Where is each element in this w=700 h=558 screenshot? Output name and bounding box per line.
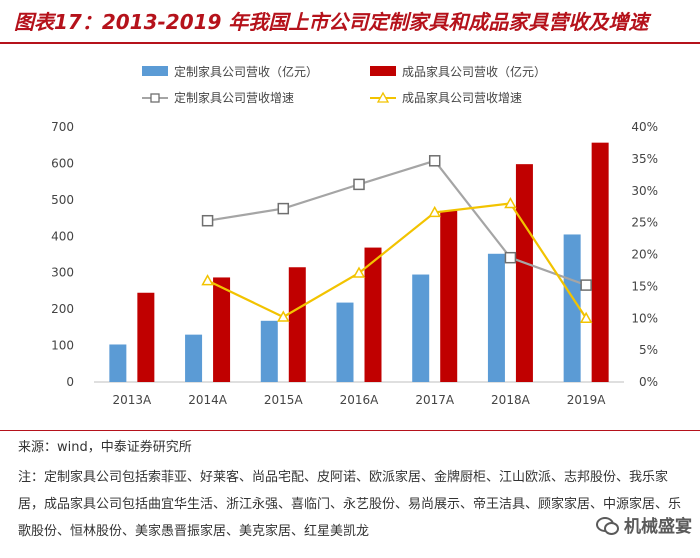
marker-finished-growth <box>352 266 366 278</box>
marker-finished-growth <box>277 310 290 322</box>
y-right-tick-label: 20% <box>631 248 658 262</box>
bar-custom-revenue <box>336 302 354 382</box>
bar-custom-revenue <box>487 253 505 382</box>
y-right-tick-label: 5% <box>639 343 658 357</box>
line-custom-growth <box>207 159 587 287</box>
title-divider <box>0 42 700 44</box>
note-text: 注：定制家具公司包括索菲亚、好莱客、尚品宅配、皮阿诺、欧派家居、金牌厨柜、江山欧… <box>18 470 682 539</box>
y-left-tick-label: 200 <box>51 302 74 316</box>
x-tick-label: 2013A <box>112 393 152 407</box>
watermark: 机械盛宴 <box>596 512 692 537</box>
bar-finished-revenue <box>288 267 306 382</box>
marker-custom-growth <box>201 214 214 227</box>
marker-custom-growth <box>580 279 592 291</box>
y-right-tick-label: 30% <box>631 184 658 198</box>
bar-custom-revenue <box>260 320 278 382</box>
marker-custom-growth <box>277 202 290 215</box>
line-finished-growth <box>207 202 588 319</box>
bar-finished-revenue <box>213 277 231 382</box>
bar-custom-revenue <box>412 274 430 382</box>
source-text: 来源：wind，中泰证券研究所 <box>18 440 192 455</box>
y-left-tick-label: 0 <box>66 375 74 389</box>
marker-finished-growth <box>428 205 441 218</box>
bar-finished-revenue <box>591 142 609 382</box>
legend-custom-revenue-label: 定制家具公司营收（亿元） <box>174 64 318 79</box>
bar-finished-revenue <box>440 210 458 382</box>
legend-custom-growth-marker <box>150 93 160 103</box>
legend-finished-revenue-label: 成品家具公司营收（亿元） <box>402 64 546 79</box>
y-right-tick-label: 10% <box>631 311 658 325</box>
y-left-tick-label: 300 <box>51 266 74 280</box>
y-right-tick-label: 15% <box>631 279 658 293</box>
marker-finished-growth <box>504 196 517 209</box>
x-tick-label: 2019A <box>567 393 607 407</box>
y-right-tick-label: 25% <box>631 216 658 230</box>
marker-custom-growth <box>353 178 365 191</box>
legend-custom-revenue-swatch <box>142 66 168 76</box>
bar-custom-revenue <box>563 234 581 382</box>
marker-custom-growth <box>504 251 517 264</box>
y-right-tick-label: 35% <box>631 152 658 166</box>
x-tick-label: 2016A <box>340 393 380 407</box>
marker-finished-growth <box>201 274 214 286</box>
y-left-tick-label: 400 <box>51 229 74 243</box>
y-right-tick-label: 40% <box>631 120 658 134</box>
legend-finished-revenue-swatch <box>370 66 396 76</box>
bars <box>109 142 609 382</box>
y-left-tick-label: 600 <box>51 156 74 170</box>
marker-custom-growth <box>428 155 441 167</box>
bar-finished-revenue <box>515 164 533 382</box>
marker-finished-growth <box>579 311 593 323</box>
axes: 0 100 200 300 400 500 600 700 0% 5% 10% 15% 20% 25% 30… <box>51 120 658 407</box>
bar-custom-revenue <box>109 344 127 382</box>
x-tick-label: 2015A <box>264 393 304 407</box>
y-left-tick-label: 500 <box>51 193 74 207</box>
x-tick-label: 2018A <box>491 393 531 407</box>
legend: 定制家具公司营收（亿元） 成品家具公司营收（亿元） 定制家具公司营收增速 成品家具公司… <box>142 64 546 105</box>
y-left-tick-label: 700 <box>51 120 74 134</box>
legend-finished-growth-label: 成品家具公司营收增速 <box>402 90 522 105</box>
bar-finished-revenue <box>364 247 382 382</box>
lines <box>201 155 593 323</box>
watermark-text: 机械盛宴 <box>624 516 692 537</box>
wechat-icon <box>596 515 619 535</box>
bar-custom-revenue <box>185 334 203 382</box>
y-left-tick-label: 100 <box>51 339 74 353</box>
legend-finished-growth-marker <box>376 91 390 103</box>
chart: 定制家具公司营收（亿元） 成品家具公司营收（亿元） 定制家具公司营收增速 成品家具公司… <box>51 64 658 407</box>
source-divider <box>0 430 700 431</box>
bar-finished-revenue <box>137 292 155 382</box>
x-tick-label: 2014A <box>188 393 228 407</box>
chart-title: 图表17：2013-2019 年我国上市公司定制家具和成品家具营收及增速 <box>14 10 649 34</box>
y-right-tick-label: 0% <box>639 375 658 389</box>
x-tick-label: 2017A <box>415 393 455 407</box>
legend-custom-growth-label: 定制家具公司营收增速 <box>174 90 294 105</box>
